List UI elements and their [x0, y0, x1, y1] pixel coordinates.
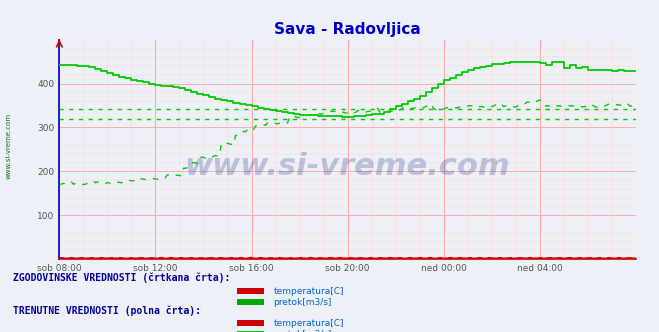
Title: Sava - Radovljica: Sava - Radovljica — [274, 22, 421, 37]
Text: www.si-vreme.com: www.si-vreme.com — [185, 152, 511, 181]
Text: www.si-vreme.com: www.si-vreme.com — [5, 113, 12, 179]
Text: pretok[m3/s]: pretok[m3/s] — [273, 330, 332, 332]
Text: pretok[m3/s]: pretok[m3/s] — [273, 298, 332, 307]
Text: TRENUTNE VREDNOSTI (polna črta):: TRENUTNE VREDNOSTI (polna črta): — [13, 305, 201, 316]
Text: temperatura[C]: temperatura[C] — [273, 287, 344, 296]
Text: temperatura[C]: temperatura[C] — [273, 319, 344, 328]
Text: ZGODOVINSKE VREDNOSTI (črtkana črta):: ZGODOVINSKE VREDNOSTI (črtkana črta): — [13, 272, 231, 283]
